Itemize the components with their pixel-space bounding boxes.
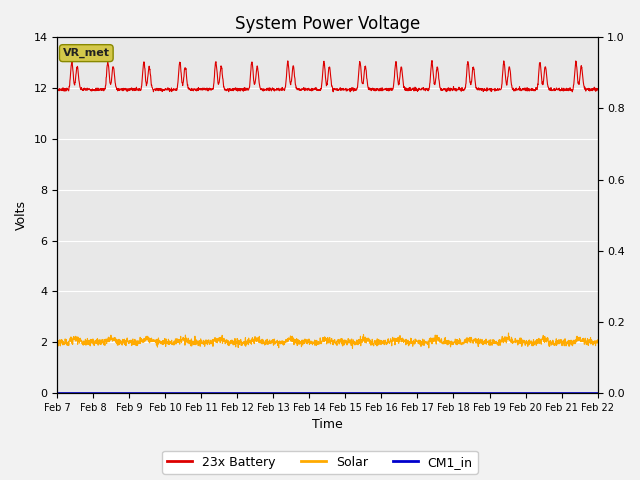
Y-axis label: Volts: Volts [15, 200, 28, 230]
Solar [594, 337, 602, 343]
Title: System Power Voltage: System Power Voltage [235, 15, 420, 33]
CM1_in [389, 390, 397, 396]
Line: Solar: Solar [58, 333, 598, 348]
23x Battery [570, 76, 578, 82]
23x Battery [568, 89, 576, 95]
Solar [570, 341, 578, 347]
Solar [154, 339, 162, 345]
CM1_in [54, 390, 61, 396]
23x Battery [594, 86, 602, 92]
CM1_in [570, 390, 578, 396]
23x Battery [488, 86, 495, 92]
Solar [201, 343, 209, 349]
Solar [389, 338, 397, 344]
23x Battery [201, 86, 209, 92]
X-axis label: Time: Time [312, 419, 343, 432]
Solar [505, 330, 513, 336]
CM1_in [333, 390, 340, 396]
Solar [333, 339, 340, 345]
Solar [488, 340, 495, 346]
CM1_in [594, 390, 602, 396]
23x Battery [333, 86, 340, 92]
23x Battery [154, 88, 162, 94]
CM1_in [488, 390, 495, 396]
Line: 23x Battery: 23x Battery [58, 60, 598, 92]
CM1_in [201, 390, 209, 396]
Solar [54, 340, 61, 346]
Solar [349, 346, 356, 351]
23x Battery [54, 85, 61, 91]
23x Battery [428, 58, 436, 63]
Legend: 23x Battery, Solar, CM1_in: 23x Battery, Solar, CM1_in [163, 451, 477, 474]
CM1_in [154, 390, 162, 396]
Text: VR_met: VR_met [63, 48, 110, 58]
23x Battery [389, 86, 397, 92]
